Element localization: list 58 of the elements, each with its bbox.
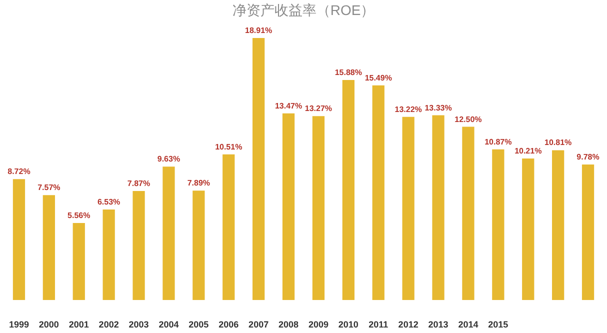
bar [252,38,265,300]
x-tick-label: 1999 [8,320,29,330]
data-label: 13.22% [394,104,422,114]
x-tick-label: 2005 [188,320,209,330]
x-tick-label: 2012 [398,320,418,330]
bar [312,116,325,300]
data-label: 9.63% [157,154,180,164]
data-label: 6.53% [97,198,120,207]
x-tick-label: 2013 [428,320,448,330]
data-label: 10.87% [484,137,512,146]
data-label: 7.89% [187,178,210,188]
bar [282,113,295,300]
bar [192,190,205,300]
chart-title: 净资产收益率（ROE） [232,2,375,18]
x-tick-label: 2014 [458,320,478,330]
bar [372,85,384,300]
data-label: 15.88% [334,68,362,77]
data-label: 13.47% [274,101,302,110]
bar [552,150,564,300]
x-tick-label: 2006 [218,320,239,330]
data-label: 5.56% [68,210,90,220]
bar [72,222,85,300]
data-label: 9.78% [576,152,600,162]
data-label: 10.21% [514,146,542,156]
bar [102,210,115,300]
x-tick-label: 2003 [128,320,149,330]
data-label: 10.81% [544,138,572,148]
x-tick-label: 2010 [338,320,358,330]
x-tick-label: 2011 [368,320,388,330]
x-tick-label: 2015 [488,320,508,330]
x-tick-label: 2008 [278,320,299,330]
data-label: 13.33% [424,103,452,112]
x-tick-label: 2001 [68,320,89,330]
bar [342,80,354,300]
x-tick-label: 2000 [38,320,59,330]
bar [402,116,414,300]
x-tick-label: 2002 [98,320,119,330]
data-label: 7.57% [38,183,60,192]
data-label: 12.50% [454,114,482,124]
bar [462,126,474,300]
bar [162,166,175,300]
x-tick-label: 2004 [158,320,179,330]
bar [222,154,235,300]
bar [12,179,26,300]
data-label: 10.51% [215,142,242,152]
bar [432,115,444,300]
bar [582,164,594,300]
data-label: 15.49% [364,73,392,82]
bar [522,158,534,300]
bar [492,149,504,300]
data-label: 8.72% [8,167,30,176]
data-label: 7.87% [127,178,150,188]
data-label: 18.91% [245,26,272,35]
bar [42,195,55,300]
x-tick-label: 2007 [248,320,269,330]
data-label: 13.27% [304,104,332,114]
bar [132,190,145,300]
x-tick-label: 2009 [308,320,328,330]
